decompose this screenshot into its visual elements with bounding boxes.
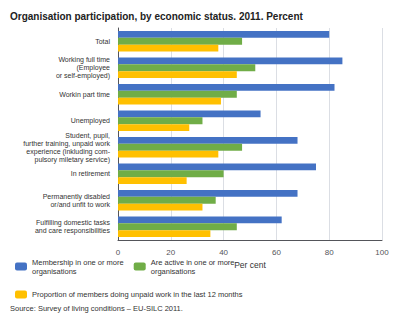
svg-text:100: 100 [375,248,389,257]
svg-text:Are active in one or more: Are active in one or more [151,258,235,267]
svg-text:Membership in one or more: Membership in one or more [32,258,124,267]
svg-text:80: 80 [325,248,334,257]
svg-text:organisations: organisations [32,267,77,276]
svg-text:and care responsibilities: and care responsibilities [35,227,111,235]
svg-text:Organisation participation, by: Organisation participation, by economic … [10,11,304,22]
svg-text:Fulfilling domestic tasks: Fulfilling domestic tasks [36,219,110,227]
svg-text:60: 60 [272,248,281,257]
svg-text:40: 40 [219,248,228,257]
svg-text:Unemployed: Unemployed [71,117,110,125]
svg-text:Student, pupil,: Student, pupil, [65,132,110,140]
svg-text:organisations: organisations [151,267,196,276]
svg-text:(Employee: (Employee [77,64,111,72]
svg-text:Per cent: Per cent [234,260,266,270]
svg-text:Source: Survey of living condi: Source: Survey of living conditions – EU… [10,304,183,313]
svg-text:pulsory miletary service): pulsory miletary service) [35,156,110,164]
svg-text:20: 20 [166,248,175,257]
svg-text:experience (inkluding com-: experience (inkluding com- [26,148,110,156]
svg-text:In retirement: In retirement [71,170,110,177]
svg-text:Proportion of members doing un: Proportion of members doing unpaid work … [32,290,243,299]
svg-text:Working full time: Working full time [58,56,110,64]
svg-text:Workin part time: Workin part time [59,91,110,99]
svg-text:0: 0 [116,248,121,257]
svg-text:or/and unfit to work: or/and unfit to work [50,201,110,208]
svg-text:or self-employed): or self-employed) [56,72,110,80]
svg-text:Total: Total [95,38,110,45]
svg-text:Permanently disabled: Permanently disabled [43,193,110,201]
svg-text:further training, unpaid work: further training, unpaid work [23,140,110,148]
